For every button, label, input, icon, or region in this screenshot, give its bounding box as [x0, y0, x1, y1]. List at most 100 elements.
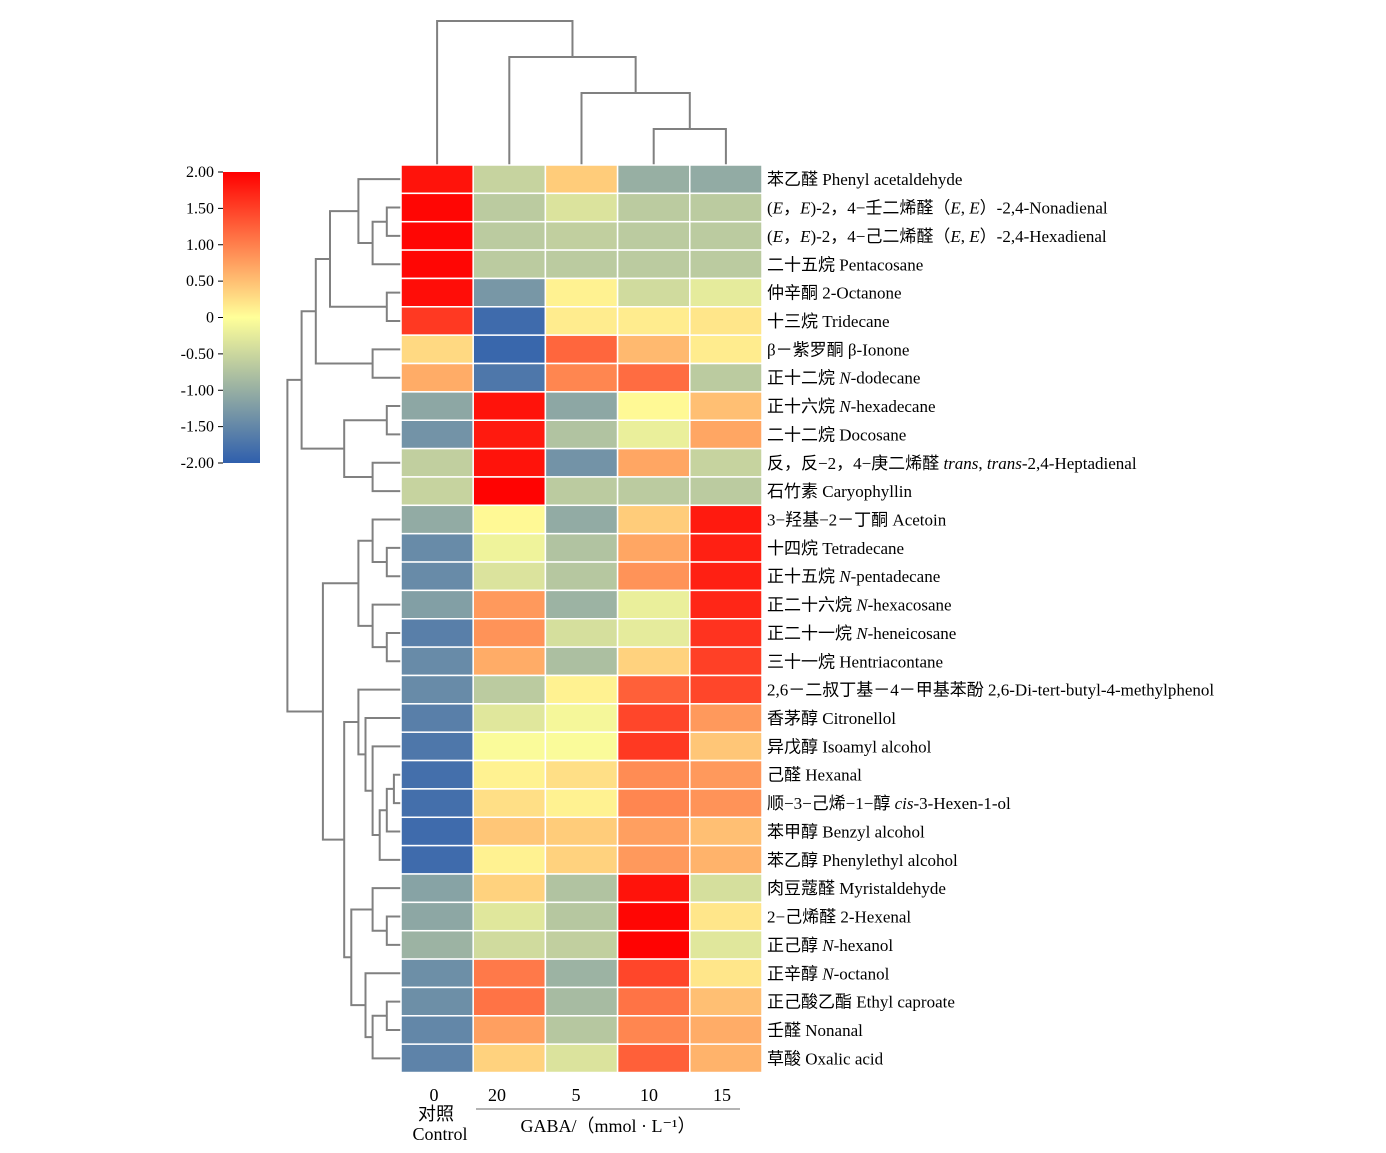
row-dendrogram-link [343, 419, 387, 478]
column-dendrogram-link [652, 128, 727, 165]
control-label-zh: 对照 [418, 1104, 454, 1124]
heatmap-cell [400, 731, 474, 762]
heatmap-cell [544, 873, 619, 904]
heatmap-cell [616, 1043, 691, 1074]
heatmap-cell [544, 788, 619, 819]
heatmap-cell [689, 447, 763, 478]
heatmap-cell [544, 759, 619, 790]
heatmap-cell [689, 929, 763, 960]
heatmap-cell [544, 731, 619, 762]
row-label: 仲辛酮 2-Octanone [767, 284, 902, 303]
row-dendrogram-link [385, 546, 401, 578]
row-label: 正二十一烷 N-heneicosane [767, 624, 956, 643]
row-label: (E，E)-2，4−己二烯醛（E, E）-2,4-Hexadienal [767, 227, 1107, 246]
heatmap-cell [689, 958, 763, 989]
row-label: (E，E)-2，4−壬二烯醛（E, E）-2,4-Nonadienal [767, 199, 1108, 218]
row-dendrogram-link [385, 631, 401, 663]
colorbar-tick-label: 1.00 [186, 237, 214, 254]
heatmap-cell [616, 192, 691, 223]
row-label: 正辛醇 N-octanol [767, 964, 890, 983]
heatmap-cell [689, 391, 763, 421]
heatmap-cell [400, 334, 474, 365]
row-dendrogram-link [385, 291, 401, 322]
heatmap-cell [689, 986, 763, 1017]
heatmap-cell [544, 419, 619, 450]
heatmap-cell [400, 249, 474, 280]
heatmap-cell [400, 986, 474, 1017]
heatmap-cell [689, 788, 763, 819]
heatmap-cell [400, 192, 474, 223]
heatmap-cell [400, 532, 474, 563]
heatmap-cell [472, 391, 547, 421]
column-labels: 0 20 5 10 15 [430, 1085, 732, 1105]
colorbar-tick-label: 0 [206, 310, 214, 327]
heatmap-cell [472, 561, 547, 592]
x-axis: 对照 Control GABA/（mmol · L⁻¹） [412, 1104, 740, 1144]
row-label: 正己醇 N-hexanol [767, 936, 893, 955]
heatmap-cell [472, 646, 547, 677]
heatmap-cell [689, 334, 763, 365]
heatmap-cell [400, 1043, 474, 1074]
row-label: 二十五烷 Pentacosane [767, 255, 923, 274]
column-label: 0 [430, 1085, 439, 1105]
heatmap-cell [400, 958, 474, 989]
heatmap-cell [616, 816, 691, 847]
heatmap-cell [616, 759, 691, 790]
row-label: 正己酸乙酯 Ethyl caproate [767, 993, 955, 1012]
colorbar-tick-label: 2.00 [186, 164, 214, 181]
heatmap-cell [472, 674, 547, 705]
heatmap-cell [616, 589, 691, 620]
heatmap-cell [544, 646, 619, 677]
heatmap-cell [616, 532, 691, 563]
heatmap-cell [616, 391, 691, 421]
heatmap-cell [400, 844, 474, 875]
heatmap-cell [544, 532, 619, 563]
heatmap-cell [472, 1043, 547, 1074]
row-label: 壬醛 Nonanal [767, 1021, 863, 1040]
heatmap-cell [544, 362, 619, 393]
heatmap-cell [400, 816, 474, 847]
heatmap-cells [400, 164, 763, 1074]
colorbar-tick-label: -1.50 [181, 419, 214, 436]
row-label: 肉豆蔻醛 Myristaldehyde [767, 879, 946, 898]
heatmap-cell [689, 1043, 763, 1074]
row-label: 反，反−2，4−庚二烯醛 trans, trans-2,4-Heptadiena… [767, 454, 1137, 473]
heatmap-cell [472, 476, 547, 507]
heatmap-cell [472, 334, 547, 365]
heatmap-cell [544, 220, 619, 251]
row-label: 苯乙醛 Phenyl acetaldehyde [767, 170, 962, 189]
heatmap-cell [689, 164, 763, 195]
row-dendrogram-link [385, 1000, 401, 1031]
heatmap-cell [689, 816, 763, 847]
heatmap-cell [544, 249, 619, 280]
heatmap-cell [472, 589, 547, 620]
heatmap-cell [689, 703, 763, 733]
row-label: 正十二烷 N-dodecane [767, 369, 920, 388]
heatmap-cell [472, 504, 547, 535]
heatmap-cell [400, 901, 474, 932]
column-dendrogram-link [508, 56, 637, 165]
heatmap-cell [472, 306, 547, 336]
row-label: 石竹素 Caryophyllin [767, 482, 912, 501]
row-dendrogram-link [385, 206, 401, 237]
heatmap-cell [544, 958, 619, 989]
heatmap-cell [616, 929, 691, 960]
heatmap-cell [544, 561, 619, 592]
row-label: 2−己烯醛 2-Hexenal [767, 908, 911, 927]
heatmap-cell [544, 674, 619, 705]
column-label: 5 [572, 1085, 581, 1105]
heatmap-cell [544, 164, 619, 195]
heatmap-cell [400, 873, 474, 904]
row-label: 己醛 Hexanal [767, 766, 862, 785]
heatmap-cell [400, 759, 474, 790]
heatmap-cell [616, 1015, 691, 1045]
heatmap-cell [472, 1015, 547, 1045]
heatmap-cell [689, 646, 763, 677]
heatmap-cell [689, 504, 763, 535]
column-label: 10 [640, 1085, 658, 1105]
heatmap-cell [616, 788, 691, 819]
heatmap-cell [689, 220, 763, 251]
heatmap-cell [472, 362, 547, 393]
heatmap-cell [616, 249, 691, 280]
row-label: 十三烷 Tridecane [767, 312, 890, 331]
